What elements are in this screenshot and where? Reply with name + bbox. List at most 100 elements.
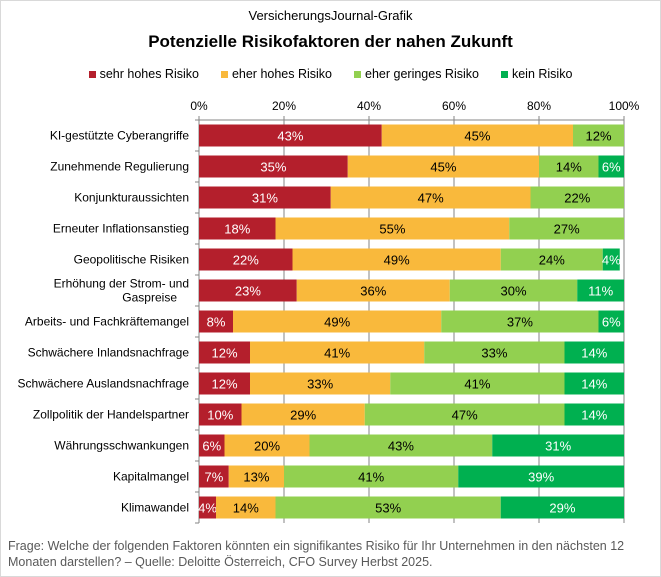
data-label: 4% — [602, 253, 621, 268]
bar-segment — [564, 372, 624, 395]
data-label: 23% — [235, 284, 261, 299]
data-label: 37% — [507, 315, 533, 330]
legend: sehr hohes Risiko eher hohes Risiko eher g… — [0, 67, 661, 81]
bar-segment — [309, 434, 493, 457]
bar-segment — [347, 155, 539, 178]
data-label: 31% — [545, 439, 571, 454]
footnote: Frage: Welche der folgenden Faktoren kön… — [8, 539, 625, 569]
bar-segment — [199, 279, 297, 302]
data-label: 49% — [324, 315, 350, 330]
legend-swatch — [220, 70, 228, 78]
bar-segment — [284, 465, 459, 488]
data-label: 33% — [481, 346, 507, 361]
data-label: 47% — [418, 191, 444, 206]
bar-segment — [424, 341, 565, 364]
bar-segment — [199, 341, 250, 364]
data-label: 53% — [375, 501, 401, 516]
data-label: 14% — [233, 501, 259, 516]
category-label: Währungsschwankungen — [54, 439, 189, 453]
x-tick-label: 80% — [527, 99, 551, 113]
data-label: 7% — [204, 470, 223, 485]
bar-segment — [199, 310, 233, 333]
bar-segment — [199, 217, 276, 240]
data-label: 18% — [224, 222, 250, 237]
data-label: 45% — [430, 160, 456, 175]
data-label: 4% — [198, 501, 217, 516]
bar-segment — [216, 496, 276, 519]
bar-segment — [199, 465, 229, 488]
bar-segment — [296, 279, 450, 302]
data-label: 31% — [252, 191, 278, 206]
chart-title: Potenzielle Risikofaktoren der nahen Zuk… — [148, 32, 513, 51]
bar-segment — [250, 341, 425, 364]
bar-segment — [449, 279, 578, 302]
data-label: 8% — [207, 315, 226, 330]
bar-segment — [224, 434, 310, 457]
bar-segment — [199, 434, 225, 457]
bar-segment — [330, 186, 531, 209]
bar-segment — [199, 248, 293, 271]
data-label: 14% — [581, 377, 607, 392]
bar-segment — [509, 217, 624, 240]
bar-segment — [598, 310, 624, 333]
bar-segment — [539, 155, 599, 178]
bar-segment — [500, 496, 624, 519]
legend-label: kein Risiko — [511, 67, 573, 81]
bar-segment — [364, 403, 565, 426]
data-label: 27% — [554, 222, 580, 237]
data-label: 30% — [500, 284, 526, 299]
data-label: 36% — [360, 284, 386, 299]
bar-segment — [577, 279, 624, 302]
legend-item: eher geringes Risiko — [354, 67, 479, 81]
x-tick-label: 0% — [190, 99, 208, 113]
data-label: 10% — [207, 408, 233, 423]
bar-segment — [441, 310, 599, 333]
bar-segment — [500, 248, 603, 271]
data-label: 11% — [588, 284, 613, 299]
bar-segment — [228, 465, 284, 488]
data-label: 13% — [243, 470, 269, 485]
bar-segment — [199, 186, 331, 209]
chart-subtitle: VersicherungsJournal-Grafik — [248, 8, 413, 23]
data-label: 6% — [602, 160, 621, 175]
category-label: Schwächere Auslandsnachfrage — [18, 377, 190, 391]
x-tick-label: 100% — [609, 99, 640, 113]
data-label: 12% — [211, 377, 237, 392]
x-tick-label: 40% — [357, 99, 381, 113]
data-label: 14% — [581, 346, 607, 361]
category-label: Klimawandel — [121, 501, 189, 515]
data-label: 43% — [277, 129, 303, 144]
data-label: 47% — [452, 408, 478, 423]
data-label: 6% — [202, 439, 221, 454]
bar-segment — [233, 310, 442, 333]
data-label: 29% — [549, 501, 575, 516]
bar-segment — [530, 186, 624, 209]
bar-segment — [390, 372, 565, 395]
category-label: Arbeits- und Fachkräftemangel — [25, 315, 189, 329]
bar-segment — [199, 124, 382, 147]
data-label: 22% — [564, 191, 590, 206]
category-label: KI-gestützte Cyberangriffe — [50, 129, 190, 143]
legend-item: kein Risiko — [500, 67, 573, 81]
bar-segment — [292, 248, 501, 271]
bar-segment — [381, 124, 573, 147]
legend-item: sehr hohes Risiko — [88, 67, 199, 81]
bar-segment — [492, 434, 624, 457]
bar-segment — [275, 217, 510, 240]
data-label: 20% — [254, 439, 280, 454]
legend-swatch — [88, 70, 96, 78]
category-label: Schwächere Inlandsnachfrage — [28, 346, 190, 360]
data-label: 41% — [358, 470, 384, 485]
data-label: 41% — [324, 346, 350, 361]
data-label: 35% — [260, 160, 286, 175]
bar-segment — [250, 372, 391, 395]
data-label: 49% — [384, 253, 410, 268]
bar-segment — [275, 496, 501, 519]
bar-segment — [564, 341, 624, 364]
data-label: 12% — [585, 129, 611, 144]
data-label: 45% — [464, 129, 490, 144]
data-label: 33% — [307, 377, 333, 392]
legend-label: eher geringes Risiko — [365, 67, 479, 81]
x-tick-label: 20% — [272, 99, 296, 113]
